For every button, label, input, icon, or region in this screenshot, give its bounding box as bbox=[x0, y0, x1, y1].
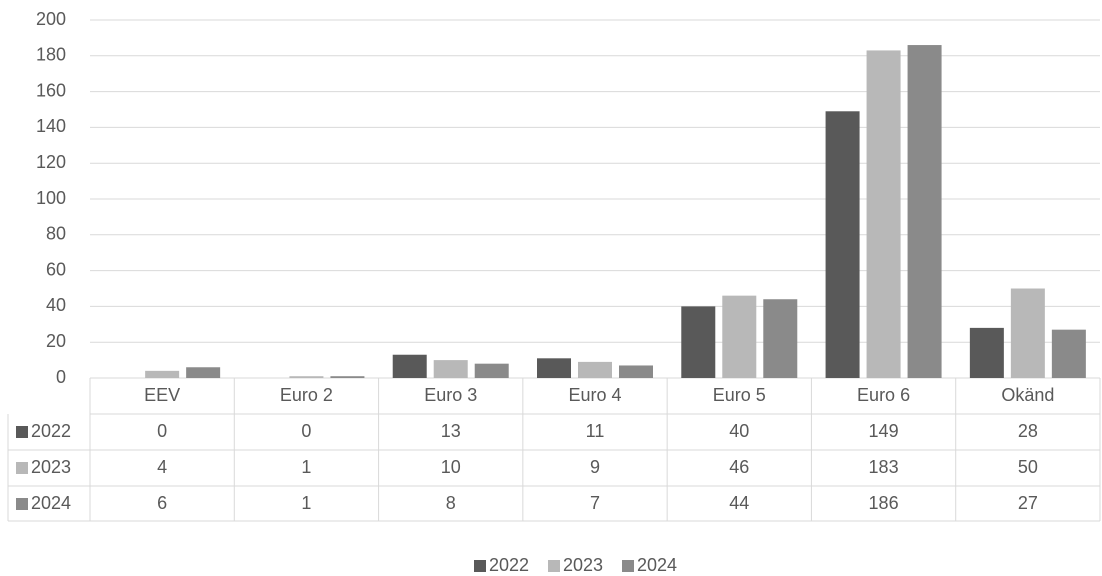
bar bbox=[681, 306, 716, 378]
y-tick-label: 40 bbox=[46, 295, 66, 315]
legend-swatch bbox=[548, 560, 560, 572]
x-tick-label: Euro 2 bbox=[280, 385, 333, 405]
x-tick-label: Euro 3 bbox=[424, 385, 477, 405]
table-cell: 28 bbox=[1018, 421, 1038, 441]
x-tick-label: EEV bbox=[144, 385, 180, 405]
bar bbox=[289, 376, 324, 378]
table-cell: 8 bbox=[446, 493, 456, 513]
y-tick-label: 180 bbox=[36, 45, 66, 65]
table-cell: 9 bbox=[590, 457, 600, 477]
y-tick-label: 160 bbox=[36, 80, 66, 100]
table-swatch bbox=[16, 462, 28, 474]
bar bbox=[619, 365, 653, 378]
table-cell: 46 bbox=[729, 457, 749, 477]
bar bbox=[186, 367, 221, 378]
table-cell: 50 bbox=[1018, 457, 1038, 477]
y-tick-label: 60 bbox=[46, 259, 66, 279]
table-cell: 13 bbox=[441, 421, 461, 441]
y-tick-label: 0 bbox=[56, 367, 66, 387]
legend-swatch bbox=[622, 560, 634, 572]
table-cell: 11 bbox=[586, 421, 605, 441]
legend-label: 2023 bbox=[563, 555, 603, 575]
x-tick-label: Euro 5 bbox=[713, 385, 766, 405]
legend-label: 2024 bbox=[637, 555, 677, 575]
bar bbox=[330, 376, 365, 378]
y-tick-label: 140 bbox=[36, 116, 66, 136]
table-cell: 183 bbox=[869, 457, 899, 477]
bar bbox=[969, 327, 1004, 378]
table-row-header: 2024 bbox=[31, 493, 71, 513]
y-tick-label: 80 bbox=[46, 224, 66, 244]
table-cell: 0 bbox=[301, 421, 311, 441]
y-tick-label: 120 bbox=[36, 152, 66, 172]
table-cell: 1 bbox=[301, 457, 311, 477]
table-cell: 4 bbox=[157, 457, 167, 477]
table-cell: 7 bbox=[590, 493, 600, 513]
bar bbox=[866, 50, 901, 379]
table-cell: 186 bbox=[869, 493, 899, 513]
x-tick-label: Okänd bbox=[1001, 385, 1054, 405]
bar bbox=[907, 45, 942, 379]
y-tick-label: 20 bbox=[46, 331, 66, 351]
table-cell: 40 bbox=[729, 421, 749, 441]
y-tick-label: 200 bbox=[36, 9, 66, 29]
table-cell: 1 bbox=[301, 493, 311, 513]
bar bbox=[825, 111, 860, 378]
x-tick-label: Euro 4 bbox=[568, 385, 621, 405]
bar bbox=[433, 360, 468, 378]
legend-label: 2022 bbox=[489, 555, 529, 575]
table-cell: 0 bbox=[157, 421, 167, 441]
table-swatch bbox=[16, 498, 28, 510]
bar bbox=[578, 361, 612, 378]
bar bbox=[1010, 288, 1045, 378]
y-tick-label: 100 bbox=[36, 188, 66, 208]
bar bbox=[537, 358, 571, 378]
bar bbox=[722, 295, 757, 378]
table-row-header: 2022 bbox=[31, 421, 71, 441]
bar bbox=[1051, 329, 1086, 378]
bar bbox=[392, 354, 427, 378]
table-cell: 44 bbox=[729, 493, 749, 513]
table-cell: 6 bbox=[157, 493, 167, 513]
bar bbox=[474, 363, 509, 378]
table-cell: 27 bbox=[1018, 493, 1038, 513]
bar bbox=[763, 299, 798, 378]
table-swatch bbox=[16, 426, 28, 438]
table-cell: 149 bbox=[869, 421, 899, 441]
legend-swatch bbox=[474, 560, 486, 572]
table-cell: 10 bbox=[441, 457, 461, 477]
bar bbox=[145, 370, 180, 378]
x-tick-label: Euro 6 bbox=[857, 385, 910, 405]
table-row-header: 2023 bbox=[31, 457, 71, 477]
